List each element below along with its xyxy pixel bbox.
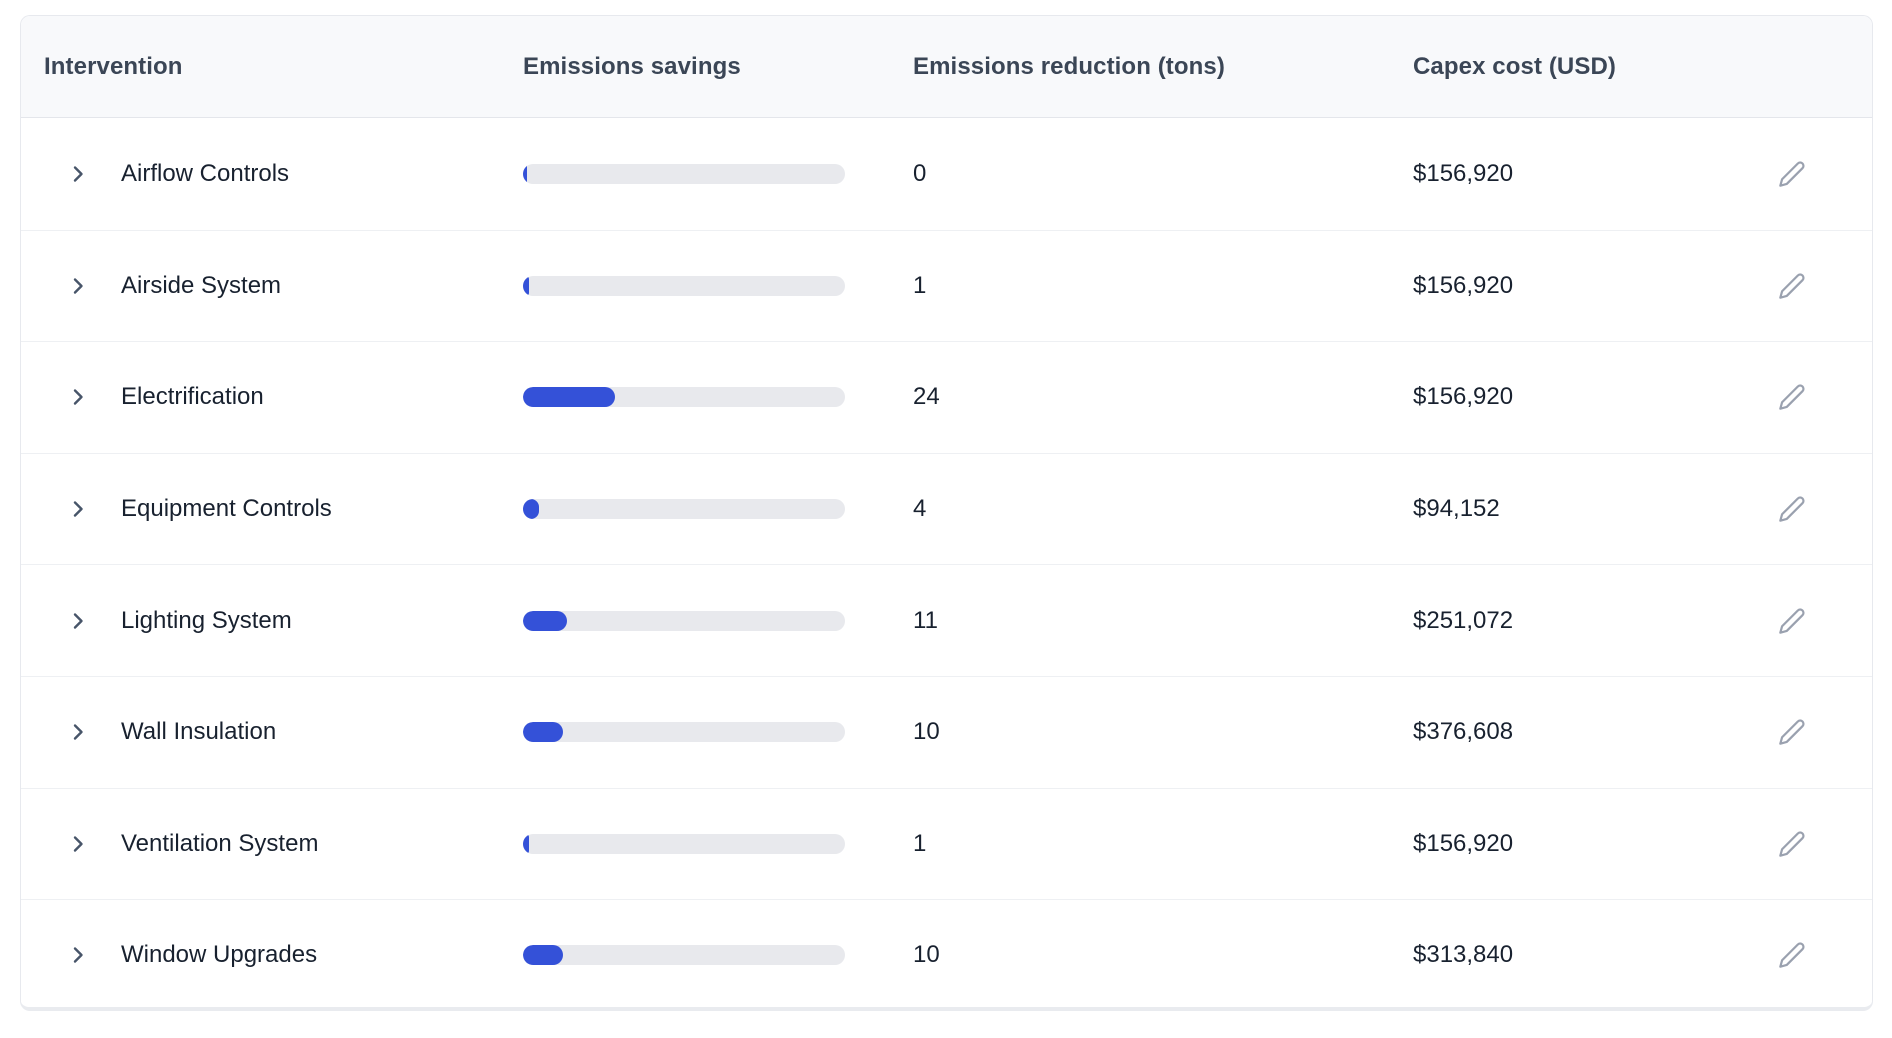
table-row[interactable]: Equipment Controls 4 $94,152 (21, 452, 1872, 565)
emissions-savings-bar-fill (523, 945, 563, 966)
interventions-table: Intervention Emissions savings Emissions… (20, 15, 1873, 1011)
emissions-savings-bar (523, 610, 845, 631)
emissions-savings-bar (523, 275, 845, 296)
chevron-right-icon[interactable] (66, 162, 90, 186)
emissions-reduction-value: 4 (913, 495, 927, 523)
intervention-name: Equipment Controls (121, 495, 332, 523)
intervention-name: Airflow Controls (121, 159, 290, 187)
table-header: Intervention Emissions savings Emissions… (21, 16, 1872, 118)
capex-cost-value: $376,608 (1413, 718, 1514, 746)
edit-pencil-icon[interactable] (1777, 271, 1807, 301)
chevron-right-icon[interactable] (66, 832, 90, 856)
emissions-savings-bar (523, 945, 845, 966)
emissions-savings-bar-fill (523, 387, 616, 408)
emissions-reduction-value: 1 (913, 271, 927, 299)
intervention-name: Lighting System (121, 606, 292, 634)
intervention-name: Electrification (121, 383, 264, 411)
emissions-savings-bar-fill (523, 163, 527, 184)
table-row[interactable]: Window Upgrades 10 $313,840 (21, 899, 1872, 1007)
edit-pencil-icon[interactable] (1777, 606, 1807, 636)
emissions-reduction-value: 10 (913, 941, 940, 969)
capex-cost-value: $156,920 (1413, 271, 1514, 299)
capex-cost-value: $156,920 (1413, 159, 1514, 187)
emissions-savings-bar (523, 387, 845, 408)
emissions-savings-bar-fill (523, 722, 563, 743)
capex-cost-value: $313,840 (1413, 941, 1514, 969)
edit-pencil-icon[interactable] (1777, 494, 1807, 524)
capex-cost-value: $156,920 (1413, 383, 1514, 411)
emissions-savings-bar-fill (523, 275, 529, 296)
emissions-savings-bar-fill (523, 610, 567, 631)
chevron-right-icon[interactable] (66, 385, 90, 409)
edit-pencil-icon[interactable] (1777, 829, 1807, 859)
emissions-savings-bar (523, 163, 845, 184)
emissions-reduction-value: 1 (913, 829, 927, 857)
column-header-emissions-savings: Emissions savings (523, 52, 741, 80)
intervention-name: Ventilation System (121, 829, 319, 857)
emissions-reduction-value: 0 (913, 159, 927, 187)
chevron-right-icon[interactable] (66, 274, 90, 298)
chevron-right-icon[interactable] (66, 497, 90, 521)
capex-cost-value: $251,072 (1413, 606, 1514, 634)
emissions-reduction-value: 24 (913, 383, 940, 411)
table-row[interactable]: Electrification 24 $156,920 (21, 341, 1872, 453)
table-row[interactable]: Ventilation System 1 $156,920 (21, 787, 1872, 900)
emissions-savings-bar (523, 722, 845, 743)
emissions-reduction-value: 11 (913, 606, 938, 634)
chevron-right-icon[interactable] (66, 943, 90, 967)
chevron-right-icon[interactable] (66, 720, 90, 744)
capex-cost-value: $94,152 (1413, 495, 1500, 523)
table-body: Airflow Controls 0 $156,920 Airside Syst… (21, 118, 1872, 1007)
edit-pencil-icon[interactable] (1777, 717, 1807, 747)
edit-pencil-icon[interactable] (1777, 940, 1807, 970)
column-header-intervention: Intervention (44, 52, 183, 80)
emissions-savings-bar (523, 833, 845, 854)
chevron-right-icon[interactable] (66, 609, 90, 633)
table-row[interactable]: Airflow Controls 0 $156,920 (21, 118, 1872, 230)
intervention-name: Window Upgrades (121, 941, 318, 969)
emissions-savings-bar (523, 499, 845, 520)
capex-cost-value: $156,920 (1413, 829, 1514, 857)
intervention-name: Wall Insulation (121, 718, 277, 746)
emissions-savings-bar-fill (523, 833, 529, 854)
edit-pencil-icon[interactable] (1777, 382, 1807, 412)
table-row[interactable]: Airside System 1 $156,920 (21, 229, 1872, 342)
column-header-capex-cost: Capex cost (USD) (1413, 52, 1616, 80)
emissions-reduction-value: 10 (913, 718, 940, 746)
intervention-name: Airside System (121, 271, 282, 299)
table-row[interactable]: Wall Insulation 10 $376,608 (21, 675, 1872, 788)
column-header-emissions-reduction: Emissions reduction (tons) (913, 52, 1225, 80)
emissions-savings-bar-fill (523, 499, 540, 520)
edit-pencil-icon[interactable] (1777, 159, 1807, 189)
table-row[interactable]: Lighting System 11 $251,072 (21, 564, 1872, 676)
